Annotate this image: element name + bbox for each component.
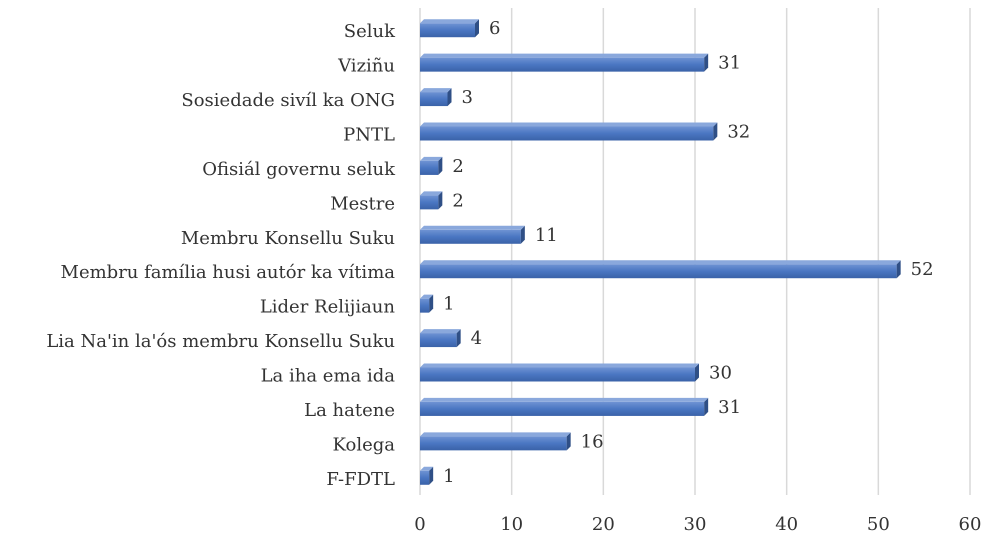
y-tick-label: PNTL bbox=[343, 125, 395, 146]
bar-top bbox=[420, 260, 901, 265]
data-label: 31 bbox=[718, 53, 741, 74]
data-label: 31 bbox=[718, 397, 741, 418]
x-tick-label: 10 bbox=[500, 514, 523, 535]
bar-top bbox=[420, 466, 434, 471]
bar-side bbox=[456, 329, 461, 348]
bar-side bbox=[896, 260, 901, 279]
bar bbox=[420, 367, 695, 382]
bar-side bbox=[695, 363, 699, 382]
y-tick-label: F-FDTL bbox=[326, 469, 395, 490]
bar-side bbox=[447, 88, 452, 107]
y-tick-label: La hatene bbox=[304, 400, 395, 421]
y-tick-label: Viziñu bbox=[337, 56, 395, 77]
y-tick-label: Lider Relijiaun bbox=[260, 297, 396, 318]
bar-side bbox=[438, 191, 443, 210]
x-tick-label: 0 bbox=[414, 514, 425, 535]
bar-side bbox=[429, 466, 434, 485]
data-label: 30 bbox=[709, 363, 732, 384]
bar bbox=[420, 57, 705, 72]
data-label: 3 bbox=[462, 87, 473, 108]
bar-side bbox=[566, 432, 571, 451]
bar bbox=[420, 160, 439, 175]
bar-side bbox=[429, 294, 434, 313]
y-tick-label: Sosiedade sivíl ka ONG bbox=[181, 90, 395, 111]
bar-side bbox=[475, 19, 479, 38]
y-tick-label: Membru Konsellu Suku bbox=[181, 228, 395, 249]
bar bbox=[420, 92, 448, 107]
x-tick-label: 40 bbox=[775, 514, 798, 535]
bar-side bbox=[713, 122, 718, 141]
bar-side bbox=[438, 156, 443, 175]
bar-top bbox=[420, 122, 718, 127]
y-tick-label: Ofisiál governu seluk bbox=[202, 159, 396, 180]
bar bbox=[420, 470, 430, 485]
data-label: 2 bbox=[452, 190, 463, 211]
bar-top bbox=[420, 191, 443, 196]
data-label: 11 bbox=[535, 225, 558, 246]
bar-top bbox=[420, 19, 479, 24]
data-label: 16 bbox=[581, 431, 604, 452]
bar-top bbox=[420, 156, 443, 161]
data-label: 52 bbox=[911, 259, 934, 280]
bar bbox=[420, 195, 439, 210]
bar bbox=[420, 126, 714, 141]
x-tick-label: 20 bbox=[592, 514, 615, 535]
data-label: 1 bbox=[443, 466, 454, 487]
y-tick-label: Membru família husi autór ka vítima bbox=[61, 262, 396, 283]
bar-side bbox=[520, 225, 525, 244]
y-tick-label: Mestre bbox=[330, 193, 395, 214]
bar-top bbox=[420, 363, 699, 368]
x-tick-label: 30 bbox=[684, 514, 707, 535]
data-label: 4 bbox=[471, 328, 482, 349]
bar bbox=[420, 229, 521, 244]
data-label: 32 bbox=[727, 122, 750, 143]
bar bbox=[420, 264, 897, 279]
bar-side bbox=[704, 397, 709, 416]
data-label: 2 bbox=[452, 156, 463, 177]
x-tick-label: 50 bbox=[867, 514, 890, 535]
y-tick-label: Lia Na'in la'ós membru Konsellu Suku bbox=[46, 331, 395, 352]
data-label: 6 bbox=[489, 18, 500, 39]
bar bbox=[420, 333, 457, 348]
bar-top bbox=[420, 397, 709, 402]
y-tick-label: Seluk bbox=[344, 21, 396, 42]
x-tick-label: 60 bbox=[959, 514, 982, 535]
bar-top bbox=[420, 294, 434, 299]
data-label: 1 bbox=[443, 294, 454, 315]
bar bbox=[420, 298, 430, 313]
bar-top bbox=[420, 88, 452, 93]
y-tick-label: La iha ema ida bbox=[261, 366, 396, 387]
bar-top bbox=[420, 225, 525, 230]
bar bbox=[420, 401, 705, 416]
y-tick-label: Kolega bbox=[333, 434, 396, 455]
bar-top bbox=[420, 53, 709, 58]
bar bbox=[420, 23, 475, 38]
bar-top bbox=[420, 432, 571, 437]
bar-top bbox=[420, 329, 461, 334]
bar bbox=[420, 436, 567, 451]
bar-side bbox=[704, 53, 709, 72]
